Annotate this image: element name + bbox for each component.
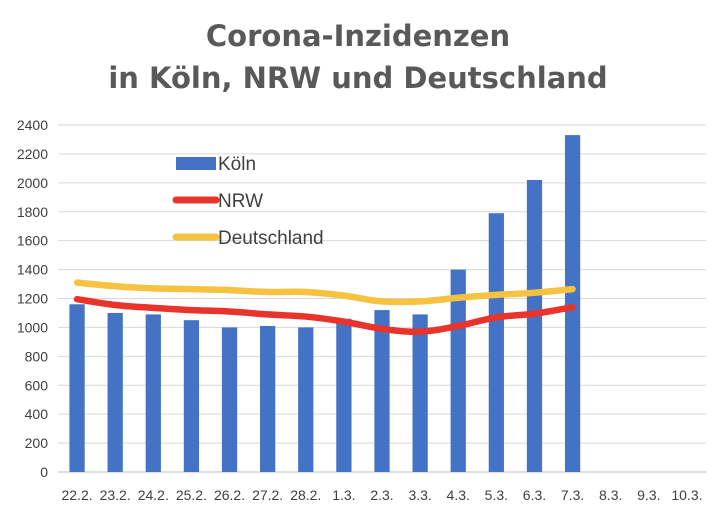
bar [69, 304, 85, 472]
x-tick-label: 24.2. [138, 487, 169, 503]
line-series [73, 279, 576, 336]
chart-title-line-1: Corona-Inzidenzen [205, 19, 511, 53]
x-tick-label: 3.3. [408, 487, 431, 503]
y-tick-label: 2000 [17, 175, 48, 191]
y-tick-label: 400 [25, 406, 49, 422]
legend-swatch [176, 157, 216, 170]
y-tick-label: 600 [25, 377, 49, 393]
y-tick-label: 1400 [17, 262, 48, 278]
bar [145, 314, 161, 472]
bar [526, 179, 543, 473]
x-tick-label: 28.2. [290, 487, 321, 503]
y-tick-label: 2400 [17, 117, 48, 133]
y-tick-label: 1200 [17, 291, 48, 307]
y-tick-label: 1000 [17, 319, 48, 335]
x-tick-label: 26.2. [214, 487, 245, 503]
bar [450, 269, 466, 472]
x-tick-label: 6.3. [523, 487, 546, 503]
x-tick-label: 7.3. [561, 487, 584, 503]
bar [488, 213, 504, 472]
bar [564, 135, 581, 472]
bar [374, 310, 390, 472]
bar [412, 314, 428, 472]
y-tick-label: 800 [25, 348, 49, 364]
x-tick-label: 25.2. [176, 487, 207, 503]
bar [336, 318, 352, 472]
legend-label: Deutschland [218, 228, 324, 249]
y-tick-label: 2200 [17, 146, 48, 162]
x-tick-label: 9.3. [637, 487, 660, 503]
y-tick-label: 200 [25, 435, 49, 451]
bar [298, 327, 314, 472]
chart-title-line-2: in Köln, NRW und Deutschland [108, 61, 608, 95]
x-tick-label: 27.2. [252, 487, 283, 503]
bar [260, 325, 276, 472]
x-tick-label: 4.3. [447, 487, 470, 503]
y-tick-label: 1600 [17, 233, 48, 249]
legend-label: NRW [218, 191, 263, 212]
y-tick-label: 0 [40, 464, 48, 480]
x-axis: 22.2. 23.2. 24.2. 25.2. 26.2. 27.2. 28.2. 1.3. 2… [61, 487, 702, 503]
x-tick-label: 2.3. [370, 487, 393, 503]
bar [221, 327, 238, 472]
x-tick-label: 5.3. [485, 487, 508, 503]
line-series-deutschland [73, 279, 576, 306]
x-tick-label: 1.3. [332, 487, 355, 503]
y-tick-label: 1800 [17, 204, 48, 220]
x-tick-label: 23.2. [100, 487, 131, 503]
line-series-nrw [73, 295, 576, 336]
bar-series-koeln [69, 135, 581, 473]
y-axis: 0 200 400 600 800 1000 1200 1400 1600 1800 2000 220… [17, 117, 48, 480]
x-tick-label: 8.3. [599, 487, 622, 503]
bar [183, 320, 200, 472]
x-tick-label: 22.2. [61, 487, 92, 503]
legend-label: Köln [218, 154, 256, 175]
x-tick-label: 10.3. [671, 487, 702, 503]
bar [107, 312, 123, 472]
legend: Köln NRW Deutschland [172, 154, 324, 249]
